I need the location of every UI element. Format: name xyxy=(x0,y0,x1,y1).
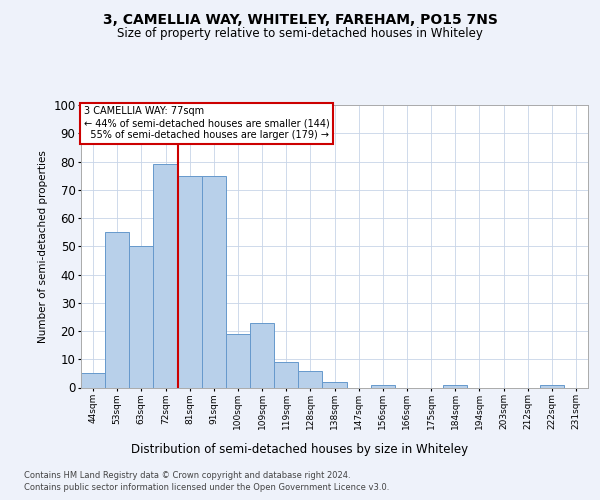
Text: 3, CAMELLIA WAY, WHITELEY, FAREHAM, PO15 7NS: 3, CAMELLIA WAY, WHITELEY, FAREHAM, PO15… xyxy=(103,12,497,26)
Bar xyxy=(129,246,154,388)
Text: Distribution of semi-detached houses by size in Whiteley: Distribution of semi-detached houses by … xyxy=(131,442,469,456)
Bar xyxy=(105,232,129,388)
Y-axis label: Number of semi-detached properties: Number of semi-detached properties xyxy=(38,150,47,342)
Bar xyxy=(81,374,105,388)
Text: 3 CAMELLIA WAY: 77sqm
← 44% of semi-detached houses are smaller (144)
  55% of s: 3 CAMELLIA WAY: 77sqm ← 44% of semi-deta… xyxy=(83,106,329,140)
Bar xyxy=(298,370,322,388)
Bar xyxy=(178,176,202,388)
Text: Size of property relative to semi-detached houses in Whiteley: Size of property relative to semi-detach… xyxy=(117,28,483,40)
Bar xyxy=(322,382,347,388)
Bar xyxy=(226,334,250,388)
Bar xyxy=(154,164,178,388)
Bar xyxy=(274,362,298,388)
Bar xyxy=(540,384,564,388)
Bar xyxy=(443,384,467,388)
Text: Contains public sector information licensed under the Open Government Licence v3: Contains public sector information licen… xyxy=(24,482,389,492)
Bar xyxy=(202,176,226,388)
Bar xyxy=(250,322,274,388)
Bar xyxy=(371,384,395,388)
Text: Contains HM Land Registry data © Crown copyright and database right 2024.: Contains HM Land Registry data © Crown c… xyxy=(24,471,350,480)
